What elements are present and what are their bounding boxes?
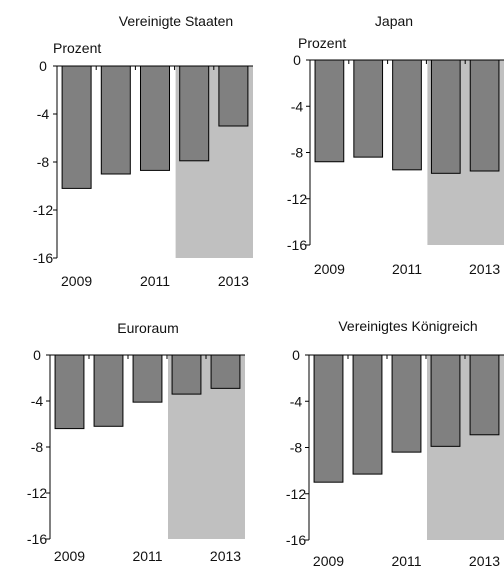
panel-3-y-tick-label: -12 [27, 485, 47, 501]
panel-4-bar-2011 [391, 354, 422, 453]
panel-2-y-axis-label: Prozent [298, 35, 346, 51]
panel-4-bar-2010 [352, 354, 383, 475]
panel-2-y-tick-label: -4 [291, 98, 304, 114]
panel-1-x-tick-label: 2009 [61, 273, 92, 289]
panel-3-y-tick-label: -4 [31, 393, 44, 409]
panel-3-bar-2010 [93, 354, 124, 427]
panel-4-y-tick-label: -8 [290, 440, 303, 456]
panel-2-bar-2012 [430, 59, 461, 174]
panel-1-x-tick-label: 2011 [140, 273, 170, 289]
panel-1-x-tick-label: 2013 [218, 273, 249, 289]
panel-1-bar-2011 [139, 65, 171, 171]
panel-1-bar-2013 [218, 65, 249, 127]
panel-1-y-tick-label: 0 [39, 58, 47, 74]
panel-1-bar-2009 [61, 65, 92, 189]
panel-2-y-tick-label: -8 [291, 145, 304, 161]
panel-3-bar-2009 [54, 354, 85, 430]
panel-4-y-tick-label: -4 [290, 393, 303, 409]
panel-3-y-tick-label: -16 [27, 531, 47, 547]
panel-2-x-tick-label: 2011 [392, 261, 422, 277]
panel-1-y-tick-label: -12 [33, 202, 53, 218]
panel-4-y-tick-label: 0 [292, 347, 300, 363]
panel-2-x-tick-label: 2013 [469, 261, 500, 277]
panel-4-x-tick-label: 2013 [469, 553, 500, 567]
panel-3-y-tick-label: 0 [33, 347, 41, 363]
panel-1-y-axis-label: Prozent [53, 40, 101, 56]
panel-2-y-tick-label: -12 [287, 191, 307, 207]
panel-4-y-tick-label: -12 [286, 486, 306, 502]
panel-3-x-tick-label: 2013 [210, 548, 241, 564]
panel-4-title: Vereinigtes Königreich [338, 318, 477, 334]
panel-1-y-tick-label: -4 [37, 106, 50, 122]
panel-1-bar-2012 [179, 65, 210, 162]
panel-3-x-tick-label: 2011 [132, 548, 162, 564]
panel-1-title: Vereinigte Staaten [119, 13, 233, 29]
panel-2-title: Japan [375, 13, 413, 29]
panel-2-bar-2013 [469, 59, 500, 172]
panel-2-x-tick-label: 2009 [314, 261, 345, 277]
panel-2-y-tick-label: -16 [287, 237, 307, 253]
panel-4-bar-2013 [469, 354, 500, 436]
panel-2-y-tick-label: 0 [293, 52, 301, 68]
panel-4-x-tick-label: 2011 [391, 553, 421, 567]
panel-1-y-tick-label: -8 [37, 154, 50, 170]
panel-4-x-tick-label: 2009 [313, 553, 344, 567]
panel-3-y-tick-label: -8 [31, 439, 44, 455]
panel-4-bar-2012 [430, 354, 461, 447]
panel-2-bar-2011 [392, 59, 422, 171]
panel-4-y-tick-label: -16 [286, 532, 306, 548]
panel-3-bar-2013 [210, 354, 241, 389]
panel-2-bar-2009 [314, 59, 345, 163]
panel-3-title: Euroraum [117, 320, 178, 336]
panel-1-bar-2010 [100, 65, 131, 175]
panel-3-bar-2011 [132, 354, 163, 403]
panel-2-bar-2010 [353, 59, 384, 158]
panel-3-x-tick-label: 2009 [54, 548, 85, 564]
panel-4-bar-2009 [313, 354, 344, 483]
panel-3-bar-2012 [171, 354, 202, 395]
panel-1-y-tick-label: -16 [33, 250, 53, 266]
